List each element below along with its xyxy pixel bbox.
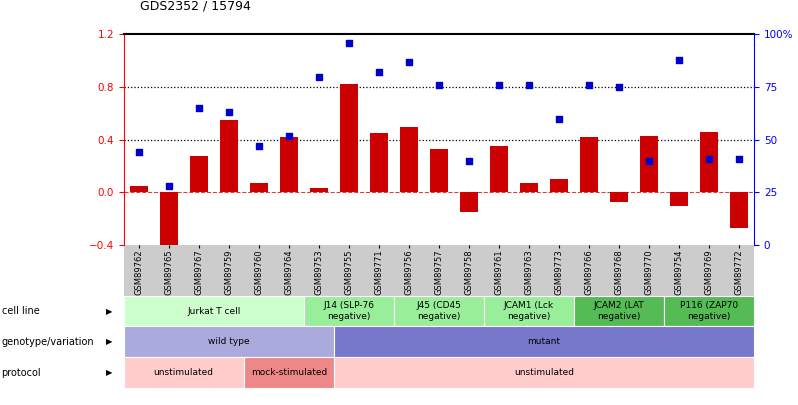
Text: wild type: wild type [208, 337, 250, 346]
Point [613, 84, 626, 90]
Text: GDS2352 / 15794: GDS2352 / 15794 [140, 0, 251, 12]
Text: unstimulated: unstimulated [154, 368, 214, 377]
Text: JCAM1 (Lck
negative): JCAM1 (Lck negative) [504, 301, 554, 321]
Bar [730, 192, 748, 228]
Point [132, 149, 145, 156]
Point [433, 82, 445, 88]
Text: genotype/variation: genotype/variation [2, 337, 94, 347]
Bar [700, 132, 718, 192]
Point [463, 158, 476, 164]
Text: ▶: ▶ [106, 307, 113, 315]
Point [642, 158, 655, 164]
Bar [310, 188, 328, 192]
Text: J14 (SLP-76
negative): J14 (SLP-76 negative) [323, 301, 374, 321]
Bar [520, 183, 538, 192]
Text: ▶: ▶ [106, 368, 113, 377]
Bar [670, 192, 688, 206]
Point [673, 56, 685, 63]
Text: ▶: ▶ [106, 337, 113, 346]
Text: cell line: cell line [2, 306, 39, 316]
Point [552, 115, 565, 122]
Point [192, 105, 205, 111]
Point [492, 82, 505, 88]
Point [342, 40, 355, 46]
Bar [550, 179, 568, 192]
Text: mutant: mutant [527, 337, 560, 346]
Point [223, 109, 235, 115]
Point [733, 156, 745, 162]
Bar [280, 137, 298, 192]
Text: Jurkat T cell: Jurkat T cell [187, 307, 240, 315]
Bar [250, 183, 268, 192]
Bar [490, 146, 508, 192]
Point [162, 183, 175, 189]
Text: mock-stimulated: mock-stimulated [251, 368, 327, 377]
Point [703, 156, 716, 162]
Bar [400, 126, 418, 192]
Point [313, 73, 326, 80]
Point [523, 82, 535, 88]
Bar [610, 192, 628, 202]
Bar [219, 120, 238, 192]
Bar [130, 186, 148, 192]
Bar [640, 136, 658, 192]
Point [252, 143, 265, 149]
Bar [460, 192, 478, 212]
Bar [369, 133, 388, 192]
Text: JCAM2 (LAT
negative): JCAM2 (LAT negative) [594, 301, 645, 321]
Text: P116 (ZAP70
negative): P116 (ZAP70 negative) [680, 301, 738, 321]
Text: protocol: protocol [2, 368, 41, 377]
Bar [340, 85, 358, 192]
Point [282, 132, 295, 139]
Point [583, 82, 595, 88]
Point [402, 59, 415, 65]
Bar [430, 149, 448, 192]
Text: J45 (CD45
negative): J45 (CD45 negative) [417, 301, 461, 321]
Text: unstimulated: unstimulated [514, 368, 574, 377]
Point [373, 69, 385, 76]
Bar [580, 137, 598, 192]
Bar [190, 156, 207, 192]
Bar [160, 192, 178, 252]
